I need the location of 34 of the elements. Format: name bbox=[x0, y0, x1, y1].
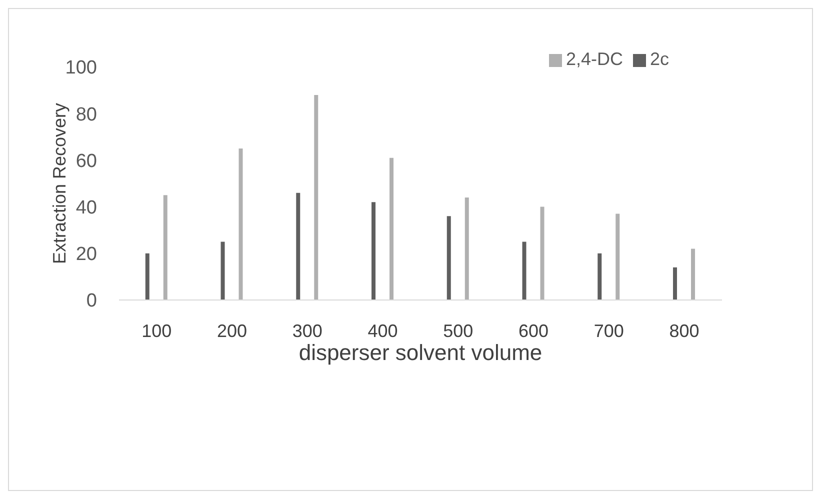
bar bbox=[145, 253, 150, 300]
legend-label: 2c bbox=[650, 49, 669, 69]
bar bbox=[691, 248, 696, 300]
x-tick-label: 300 bbox=[292, 320, 322, 341]
x-tick-label: 200 bbox=[217, 320, 248, 341]
x-tick-label: 100 bbox=[142, 320, 172, 341]
x-tick-label: 700 bbox=[594, 320, 624, 341]
x-tick-label: 400 bbox=[368, 320, 398, 341]
y-tick-label: 100 bbox=[65, 58, 97, 79]
y-tick-label: 20 bbox=[76, 244, 97, 266]
x-axis-title: disperser solvent volume bbox=[298, 340, 542, 365]
x-tick-label: 800 bbox=[669, 320, 700, 341]
x-tick-label: 500 bbox=[443, 320, 474, 341]
y-tick-label: 0 bbox=[86, 290, 97, 312]
y-tick-label: 40 bbox=[76, 198, 97, 219]
legend-label: 2,4-DC bbox=[566, 49, 623, 69]
bar bbox=[464, 197, 469, 300]
bar bbox=[446, 216, 451, 300]
bar bbox=[390, 158, 394, 300]
y-axis-title: Extraction Recovery bbox=[49, 102, 70, 264]
bar bbox=[540, 206, 544, 300]
x-tick-label: 600 bbox=[518, 320, 549, 341]
bar bbox=[163, 195, 168, 300]
bar bbox=[238, 148, 243, 300]
bar bbox=[522, 242, 526, 300]
y-tick-label: 80 bbox=[76, 104, 97, 126]
bar bbox=[220, 242, 225, 300]
y-tick-label: 60 bbox=[76, 150, 97, 172]
bar bbox=[314, 94, 318, 300]
bar bbox=[673, 267, 678, 300]
bar bbox=[296, 192, 300, 300]
bar bbox=[598, 253, 602, 300]
bar bbox=[616, 214, 620, 300]
bar bbox=[372, 202, 376, 300]
